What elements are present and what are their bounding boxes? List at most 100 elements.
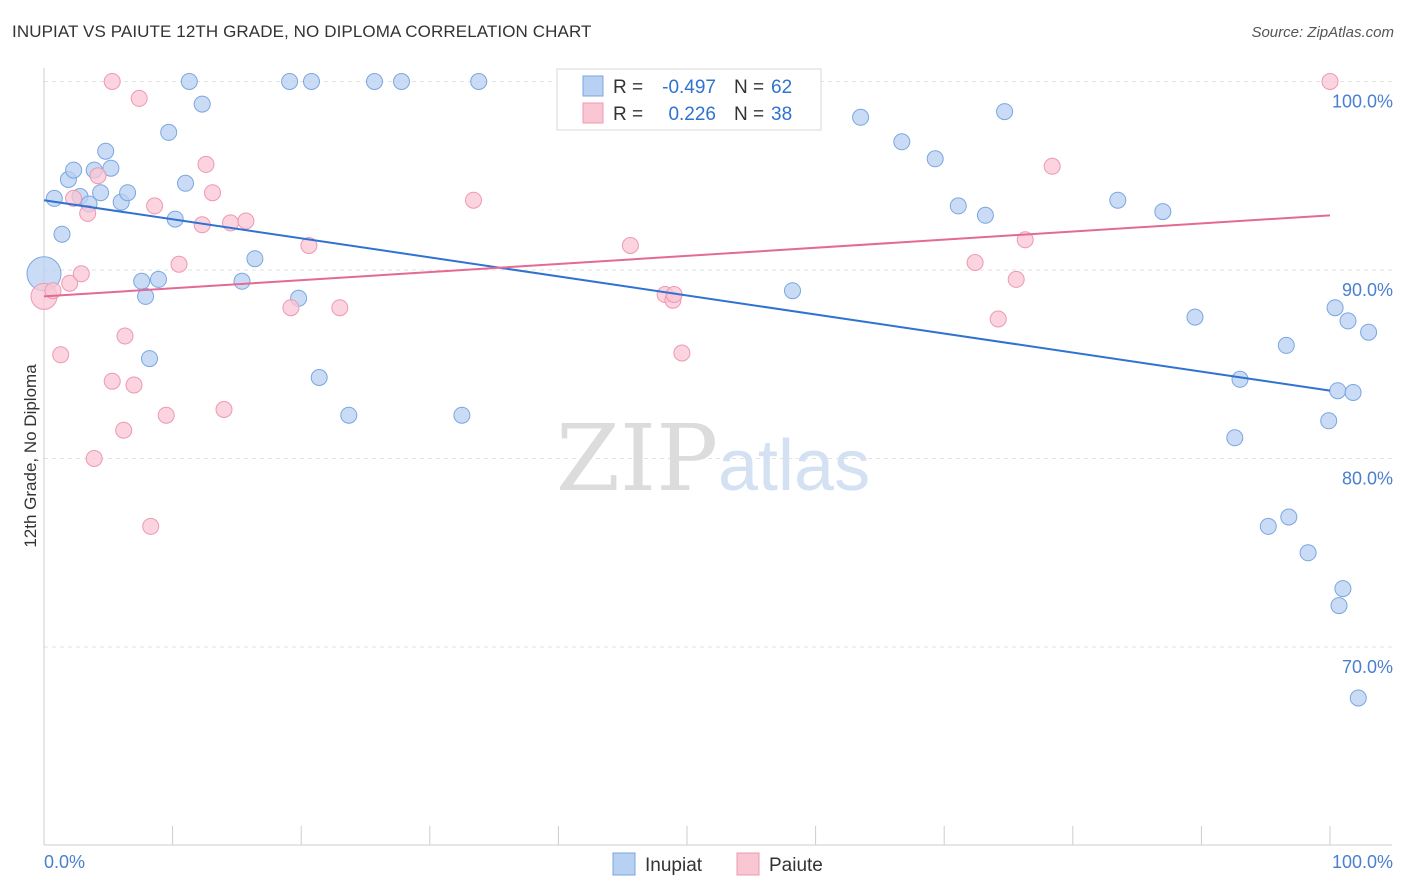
inupiat-point	[893, 133, 911, 151]
inupiat-point	[852, 108, 870, 126]
inupiat-point	[92, 184, 110, 202]
inupiat-point	[976, 206, 994, 224]
paiute-point	[237, 212, 255, 230]
x-tick-label-min: 0.0%	[44, 852, 85, 872]
source-label: Source: ZipAtlas.com	[1251, 24, 1394, 41]
gridlines	[44, 80, 1392, 648]
inupiat-point	[1280, 508, 1298, 526]
paiute-point	[130, 89, 148, 107]
inupiat-point	[102, 159, 120, 177]
inupiat-point	[340, 406, 358, 424]
legend-n-label-inupiat: N =	[734, 77, 764, 98]
y-tick-label: 70.0%	[1342, 657, 1393, 677]
inupiat-point	[453, 406, 471, 424]
inupiat-point	[1349, 689, 1367, 707]
inupiat-point	[470, 73, 488, 90]
paiute-point	[1043, 157, 1061, 175]
paiute-point	[142, 517, 160, 535]
paiute-point	[125, 376, 143, 394]
inupiat-point	[1330, 597, 1348, 615]
axes	[43, 68, 1392, 846]
paiute-point	[52, 346, 70, 364]
paiute-point	[103, 372, 121, 390]
legend-swatch-inupiat	[582, 75, 604, 97]
inupiat-point	[1339, 312, 1357, 330]
inupiat-points	[26, 73, 1378, 707]
inupiat-point	[784, 282, 801, 300]
watermark-zip: ZIP	[556, 405, 718, 512]
inupiat-point	[310, 369, 328, 386]
paiute-point	[204, 184, 221, 202]
inupiat-point	[1360, 323, 1378, 341]
inupiat-point	[177, 174, 194, 192]
legend-r-value-paiute: 0.226	[668, 104, 716, 125]
bottom-legend-swatch-inupiat	[612, 852, 636, 876]
inupiat-point	[996, 103, 1014, 121]
inupiat-point	[1344, 384, 1362, 401]
inupiat-point	[366, 73, 383, 90]
paiute-point	[300, 237, 318, 254]
inupiat-point	[1154, 203, 1172, 221]
bottom-legend: Inupiat Paiute	[612, 852, 823, 876]
inupiat-point	[45, 189, 63, 207]
legend-r-label-inupiat: R =	[613, 77, 643, 98]
paiute-point	[61, 274, 79, 292]
inupiat-point	[65, 161, 83, 179]
inupiat-point	[1226, 429, 1244, 447]
legend-n-label-paiute: N =	[734, 104, 764, 125]
paiute-point	[215, 401, 233, 418]
paiute-point	[116, 327, 134, 345]
paiute-point	[85, 450, 103, 467]
y-axis-label: 12th Grade, No Diploma	[21, 364, 40, 548]
inupiat-point	[1259, 517, 1277, 535]
paiute-point	[115, 421, 133, 439]
y-tick-label: 80.0%	[1342, 469, 1393, 489]
inupiat-point	[150, 270, 167, 288]
paiute-point	[465, 191, 482, 209]
inupiat-trend-line	[43, 199, 1331, 392]
inupiat-point	[393, 73, 410, 90]
paiute-point	[673, 344, 691, 362]
paiute-points	[30, 73, 1339, 535]
inupiat-point	[141, 350, 158, 368]
inupiat-point	[303, 73, 320, 90]
inupiat-point	[1329, 382, 1347, 400]
inupiat-point	[53, 225, 71, 243]
paiute-point	[89, 167, 107, 185]
legend-n-value-paiute: 38	[771, 104, 792, 125]
paiute-point	[79, 204, 97, 222]
paiute-point	[157, 406, 175, 424]
inupiat-point	[133, 272, 151, 290]
chart-title: INUPIAT VS PAIUTE 12TH GRADE, NO DIPLOMA…	[12, 22, 592, 41]
inupiat-point	[1277, 336, 1295, 354]
inupiat-point	[1109, 191, 1127, 209]
paiute-point	[72, 265, 90, 283]
inupiat-point	[926, 150, 944, 168]
paiute-point	[1016, 231, 1034, 249]
paiute-point	[103, 73, 121, 90]
legend-r-value-inupiat: -0.497	[662, 77, 716, 98]
paiute-point	[282, 299, 300, 317]
inupiat-point	[180, 73, 198, 90]
inupiat-point	[949, 197, 967, 215]
paiute-point	[621, 237, 639, 254]
y-tick-label: 90.0%	[1342, 280, 1393, 300]
inupiat-point	[1231, 370, 1249, 388]
y-tick-label: 100.0%	[1332, 91, 1393, 111]
bottom-legend-label-paiute: Paiute	[769, 855, 823, 876]
inupiat-point	[281, 73, 299, 90]
paiute-point	[65, 189, 83, 207]
paiute-point	[1321, 73, 1339, 90]
paiute-point	[966, 254, 984, 271]
correlation-legend: R = -0.497 N = 62 R = 0.226 N = 38	[556, 68, 822, 131]
inupiat-point	[1334, 580, 1352, 598]
paiute-point	[989, 310, 1007, 328]
paiute-point	[170, 255, 188, 273]
legend-n-value-inupiat: 62	[771, 77, 792, 98]
inupiat-point	[137, 287, 155, 305]
inupiat-point	[1299, 544, 1317, 562]
bottom-legend-swatch-paiute	[736, 852, 760, 876]
inupiat-point	[97, 142, 115, 160]
legend-swatch-paiute	[582, 102, 604, 124]
paiute-point	[1007, 270, 1025, 288]
